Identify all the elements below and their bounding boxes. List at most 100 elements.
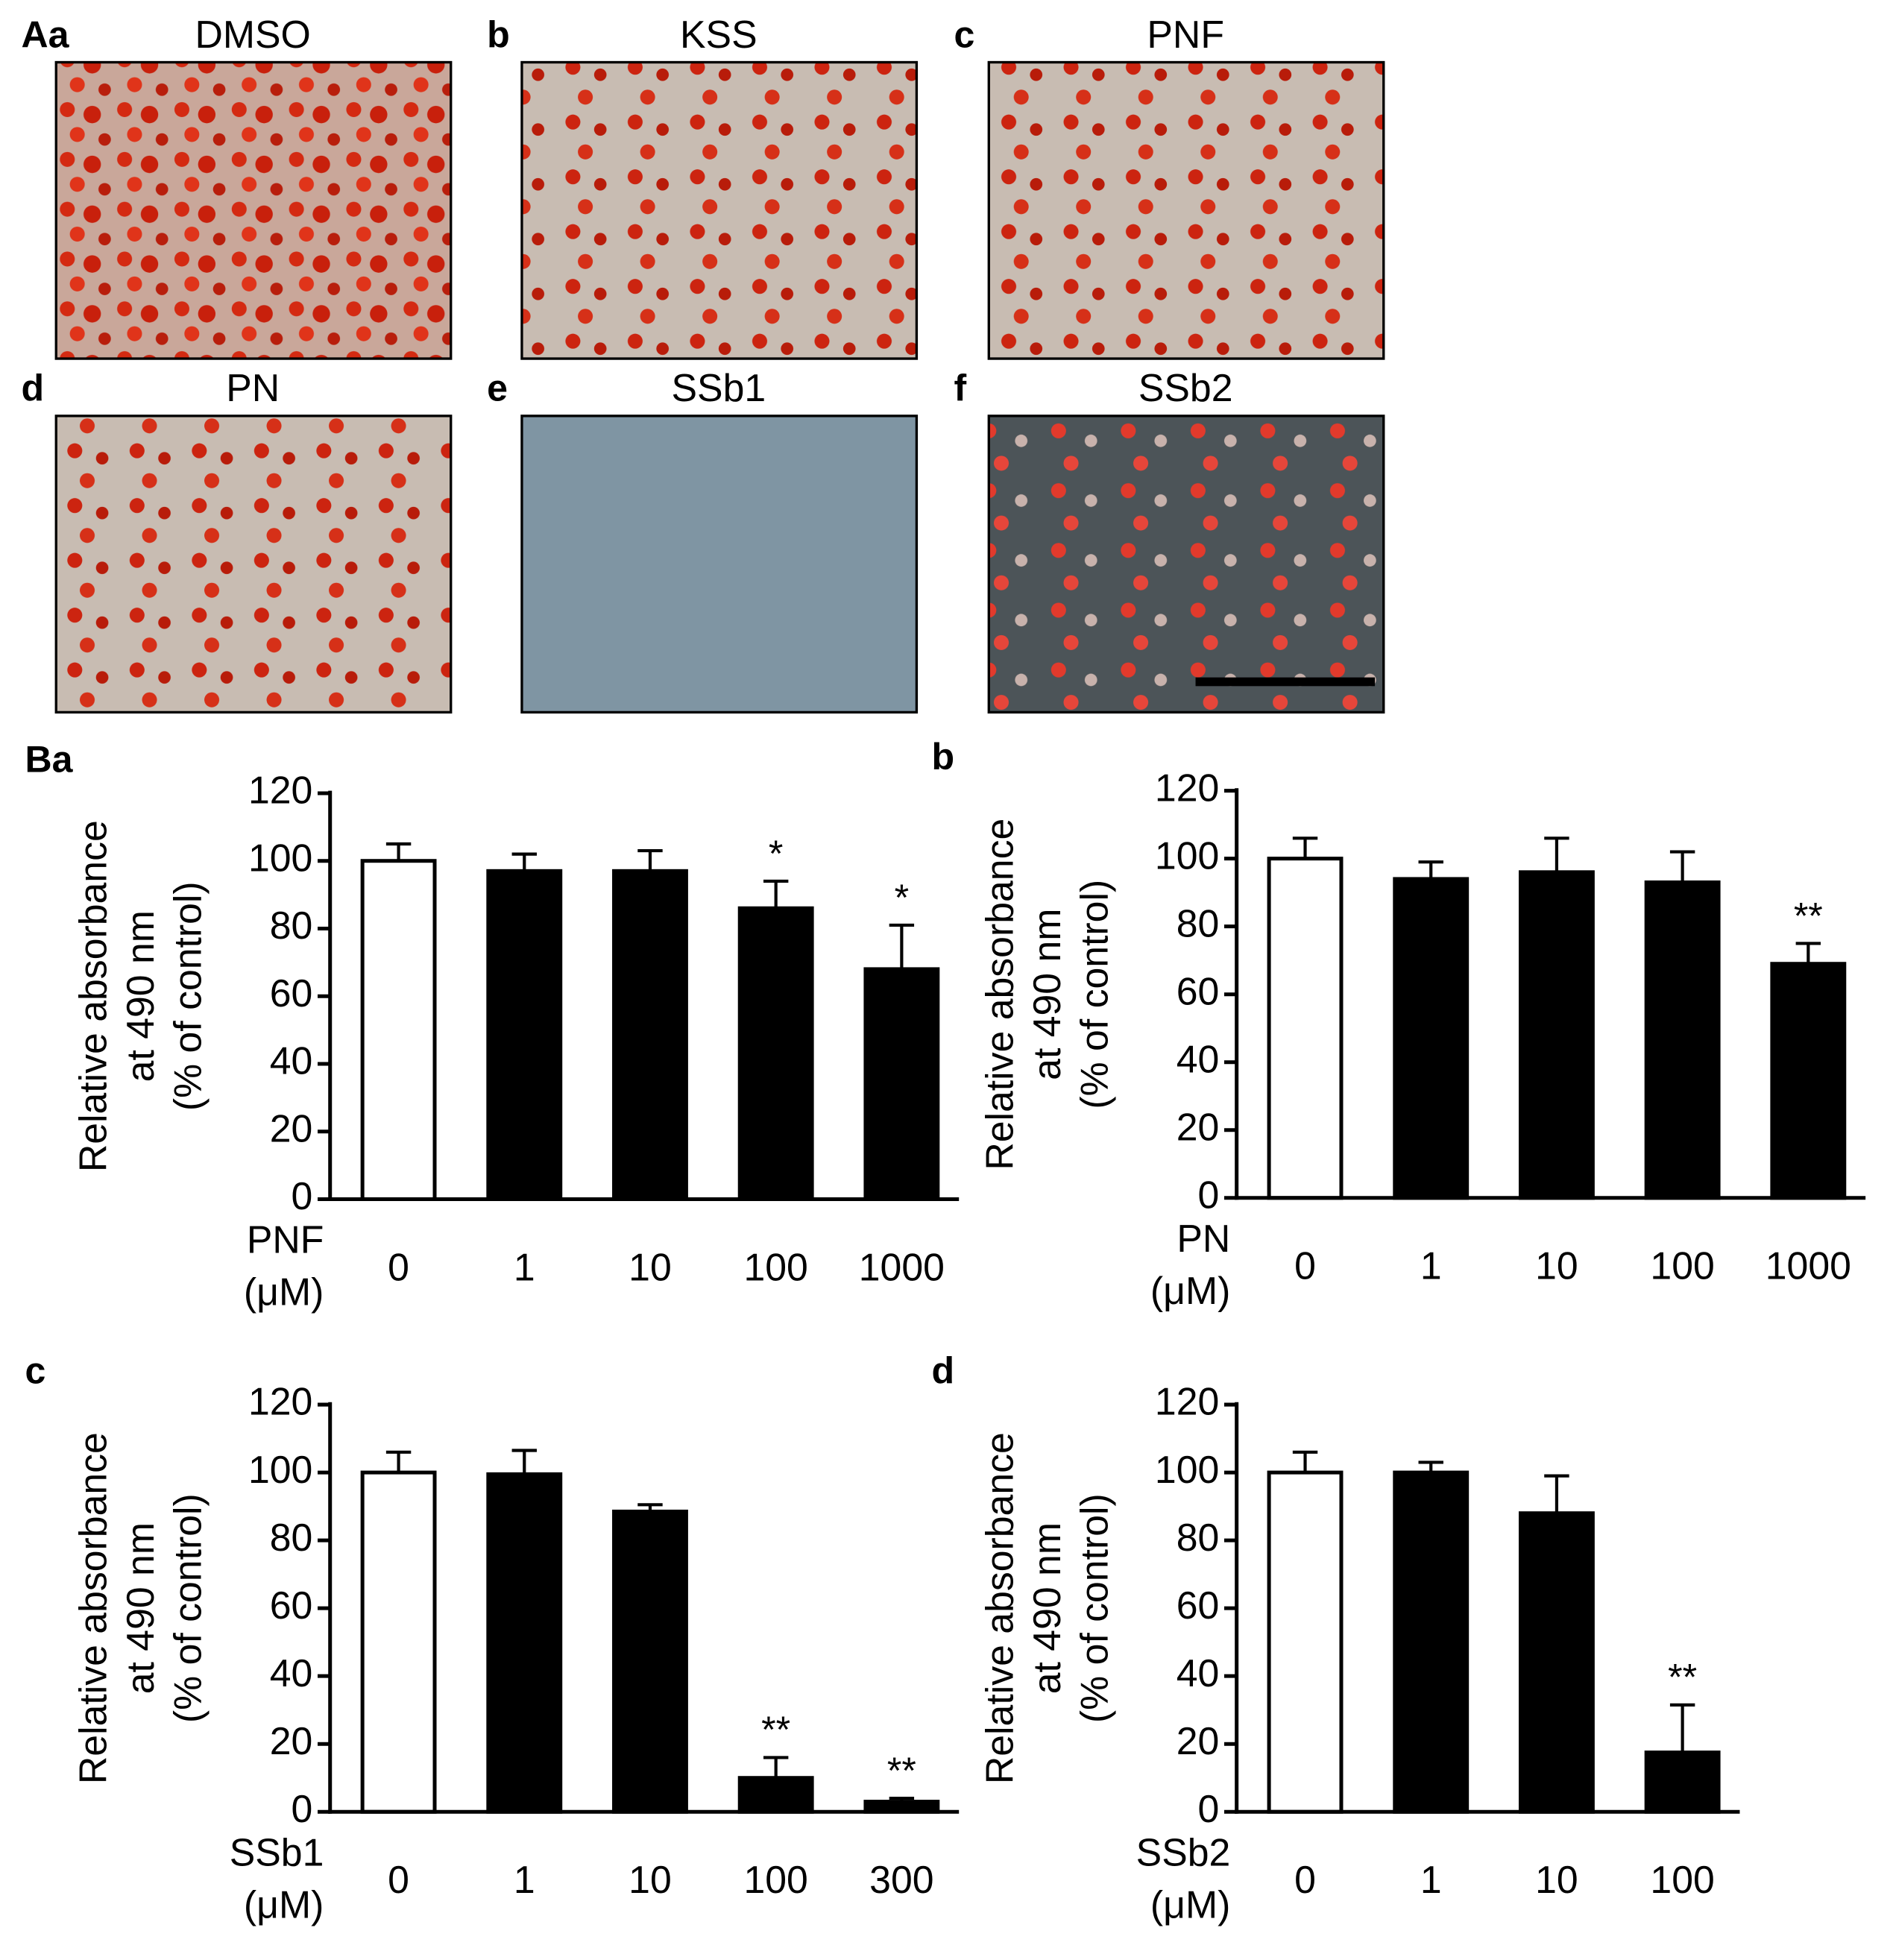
micrograph-title: SSb1 (672, 366, 766, 409)
micrograph (54, 60, 453, 360)
x-tick-label: 1000 (1766, 1244, 1851, 1288)
bar (486, 1472, 563, 1814)
panel-label: c (954, 13, 975, 55)
y-axis-label: at 490 nm (1025, 1522, 1068, 1694)
y-tick-label: 60 (1177, 969, 1220, 1012)
x-tick-label: 10 (629, 1245, 672, 1288)
x-tick-label: 10 (629, 1858, 672, 1901)
x-axis-label: PNF (247, 1218, 324, 1261)
y-axis-label: Relative absorbance (71, 1432, 114, 1784)
micrograph (987, 60, 1385, 360)
bar (1644, 1751, 1721, 1814)
micrograph-title: DMSO (195, 13, 311, 56)
bar (1518, 870, 1595, 1200)
x-tick-label: 100 (1650, 1244, 1714, 1288)
x-tick-label: 10 (1535, 1858, 1578, 1901)
significance-label: ** (761, 1709, 790, 1751)
micrograph-panels: Aa DMSO b KSS c PNF d PN e SSb1 f SSb2 (21, 13, 1385, 714)
micrograph-title: PNF (1147, 13, 1224, 56)
x-tick-label: 100 (743, 1858, 807, 1901)
y-tick-label: 40 (270, 1651, 313, 1695)
bar (1770, 962, 1847, 1200)
bar-chart: d Relative absorbance at 490 nm (% of contr… (931, 1350, 1740, 1926)
y-axis-label: Relative absorbance (977, 819, 1021, 1170)
y-tick-label: 40 (1177, 1037, 1220, 1080)
y-tick-label: 100 (1155, 1448, 1219, 1491)
y-tick-label: 0 (292, 1174, 313, 1217)
x-tick-label: 0 (388, 1245, 409, 1288)
y-axis-label: at 490 nm (119, 910, 162, 1082)
scale-bar (1195, 677, 1376, 687)
panel-label: d (21, 368, 44, 409)
x-axis-label: (μM) (244, 1883, 324, 1926)
y-tick-label: 20 (270, 1106, 313, 1150)
y-tick-label: 40 (270, 1039, 313, 1083)
panel-label: Aa (21, 13, 69, 55)
panel-label: d (931, 1350, 954, 1392)
y-axis-label: at 490 nm (1025, 909, 1068, 1080)
x-axis-label: SSb1 (230, 1830, 324, 1874)
bar (863, 967, 940, 1201)
micrograph (520, 415, 919, 714)
bar (737, 906, 814, 1201)
y-tick-label: 100 (248, 1448, 312, 1491)
x-tick-label: 1 (1420, 1244, 1442, 1288)
bar (360, 1470, 437, 1814)
x-tick-label: 100 (743, 1245, 807, 1288)
bar (486, 869, 563, 1201)
x-axis-label: (μM) (244, 1270, 324, 1314)
panel-label: f (954, 368, 967, 409)
y-tick-label: 60 (270, 971, 313, 1015)
y-tick-label: 120 (1155, 766, 1219, 809)
y-tick-label: 40 (1177, 1651, 1220, 1695)
y-tick-label: 80 (1177, 1516, 1220, 1559)
panel-label: c (25, 1350, 46, 1392)
bar (1644, 880, 1721, 1200)
x-tick-label: 100 (1650, 1858, 1714, 1901)
x-tick-label: 1000 (859, 1245, 945, 1288)
bar (1518, 1511, 1595, 1814)
y-axis-label: at 490 nm (119, 1522, 162, 1694)
bar-chart: b Relative absorbance at 490 nm (% of contr… (931, 736, 1866, 1312)
bar (737, 1776, 814, 1814)
x-tick-label: 0 (1294, 1858, 1316, 1901)
x-tick-label: 1 (514, 1858, 535, 1901)
y-tick-label: 120 (248, 1380, 312, 1423)
y-tick-label: 100 (1155, 834, 1219, 877)
y-tick-label: 20 (270, 1719, 313, 1762)
micrograph (987, 415, 1385, 714)
significance-label: ** (1668, 1657, 1697, 1698)
x-tick-label: 0 (1294, 1244, 1316, 1288)
x-tick-label: 300 (869, 1858, 933, 1901)
y-tick-label: 120 (248, 769, 312, 812)
bar (612, 1509, 688, 1814)
panel-label: e (487, 368, 508, 409)
bar (1393, 1470, 1470, 1814)
bar (1267, 1470, 1344, 1814)
significance-label: * (769, 833, 784, 875)
significance-label: ** (1794, 895, 1823, 936)
x-axis-label: (μM) (1150, 1269, 1230, 1312)
y-tick-label: 60 (270, 1584, 313, 1627)
micrograph (54, 415, 453, 714)
significance-label: ** (887, 1750, 916, 1792)
y-tick-label: 0 (292, 1787, 313, 1830)
bar-chart: c Relative absorbance at 490 nm (% of contr… (25, 1350, 960, 1926)
bar (612, 869, 688, 1201)
bar (360, 859, 437, 1201)
x-tick-label: 0 (388, 1858, 409, 1901)
x-tick-label: 1 (514, 1245, 535, 1288)
x-tick-label: 10 (1535, 1244, 1578, 1288)
bar-chart: Ba Relative absorbance at 490 nm (% of cont… (25, 738, 960, 1314)
x-axis-label: PN (1177, 1217, 1230, 1260)
y-axis-label: (% of control) (166, 1493, 209, 1723)
y-tick-label: 100 (248, 836, 312, 879)
y-axis-label: (% of control) (1072, 880, 1115, 1109)
x-axis-label: (μM) (1150, 1883, 1230, 1926)
y-tick-label: 120 (1155, 1380, 1219, 1423)
y-tick-label: 0 (1197, 1787, 1219, 1830)
y-axis-label: Relative absorbance (71, 820, 114, 1172)
micrograph-title: KSS (680, 13, 757, 56)
